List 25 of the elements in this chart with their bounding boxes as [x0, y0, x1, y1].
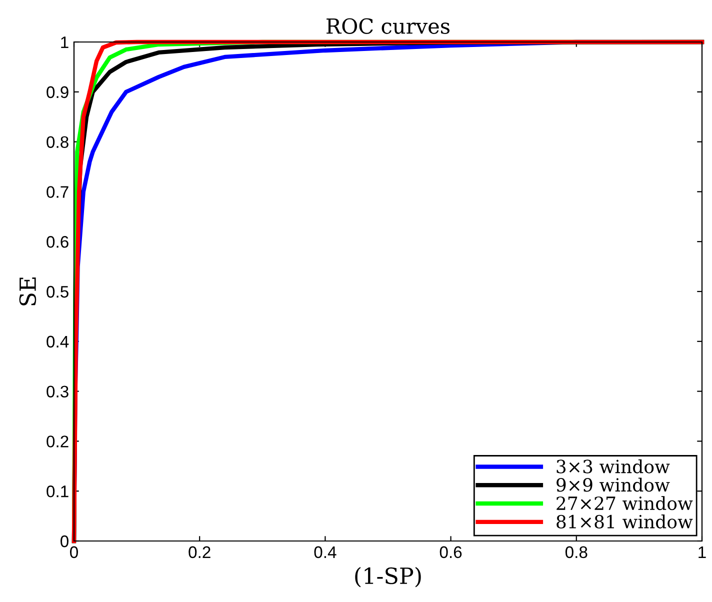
y-tick-label: 0.5	[46, 286, 68, 298]
x-tick-label: 1	[698, 546, 706, 558]
y-tick-label: 0.9	[46, 86, 68, 98]
y-tick-label: 0.3	[46, 386, 68, 398]
legend-label: 9×9 window	[556, 478, 670, 492]
legend-label: 3×3 window	[556, 459, 670, 474]
x-axis-title: (1-SP)	[355, 566, 421, 588]
y-tick-label: 0.2	[46, 436, 68, 448]
legend-label: 81×81 window	[556, 514, 693, 528]
x-tick-label: 0.4	[314, 546, 336, 558]
x-tick-label: 0.2	[188, 546, 210, 558]
y-tick-label: 0.1	[46, 486, 68, 498]
y-tick-label: 0.4	[46, 336, 69, 348]
legend-label: 27×27 window	[556, 496, 693, 510]
y-tick-label: 0.6	[46, 236, 68, 248]
x-tick-label: 0.6	[440, 546, 462, 558]
y-tick-label: 0.8	[46, 136, 68, 148]
x-tick-label: 0	[70, 546, 78, 558]
chart-title: ROC curves	[326, 18, 450, 34]
line-series	[72, 40, 704, 544]
y-tick-label: 0.7	[46, 186, 68, 198]
y-tick-label: 1	[61, 36, 68, 48]
y-tick-label: 0	[60, 535, 68, 548]
x-tick-label: 0.8	[565, 546, 588, 558]
y-axis-title: SE	[19, 278, 36, 306]
